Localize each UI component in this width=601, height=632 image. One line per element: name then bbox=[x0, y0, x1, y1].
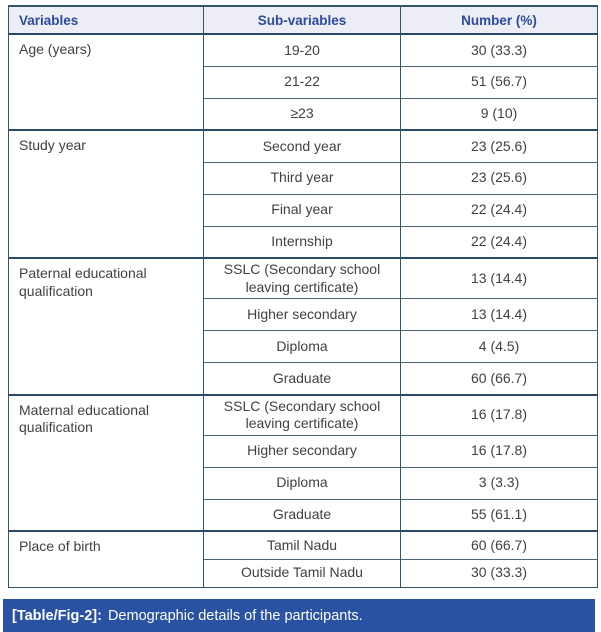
table-row: Paternal educational qualification SSLC (… bbox=[8, 257, 598, 395]
table-row: Third year 23 (25.6) bbox=[9, 161, 598, 194]
number-percent-cell: 60 (66.7) bbox=[400, 530, 598, 559]
sub-variable-cell: 19-20 bbox=[203, 33, 401, 66]
caption-label: [Table/Fig-2]: bbox=[12, 607, 102, 624]
number-percent-cell: 9 (10) bbox=[400, 97, 598, 130]
number-percent-cell: 30 (33.3) bbox=[400, 33, 598, 66]
number-percent-cell: 4 (4.5) bbox=[400, 330, 598, 363]
table-row: Internship 22 (24.4) bbox=[9, 225, 598, 258]
column-header-sub-variables: Sub-variables bbox=[203, 6, 401, 34]
sub-variable-cell: Graduate bbox=[203, 498, 401, 531]
variable-cell: Paternal educational qualification bbox=[8, 257, 204, 395]
caption-text: Demographic details of the participants. bbox=[107, 607, 363, 624]
number-percent-cell: 13 (14.4) bbox=[400, 257, 598, 299]
demographics-table: Variables Sub-variables Number (%) Age (… bbox=[8, 5, 598, 588]
table-row: Study year Second year 23 (25.6) bbox=[8, 129, 598, 258]
sub-variable-cell: Internship bbox=[203, 225, 401, 258]
number-percent-cell: 22 (24.4) bbox=[400, 225, 598, 258]
sub-variable-cell: Outside Tamil Nadu bbox=[203, 558, 401, 587]
table-row: Age (years) 19-20 30 (33.3) bbox=[8, 33, 598, 130]
table-row: Diploma 4 (4.5) bbox=[9, 330, 598, 363]
sub-variable-cell: 21-22 bbox=[203, 65, 401, 98]
table-row: Graduate 60 (66.7) bbox=[9, 362, 598, 395]
sub-variable-cell: SSLC (Secondary school leaving certifica… bbox=[203, 257, 401, 299]
number-percent-cell: 3 (3.3) bbox=[400, 466, 598, 499]
sub-variable-cell: Diploma bbox=[203, 466, 401, 499]
variable-cell: Age (years) bbox=[8, 33, 204, 130]
variable-cell: Maternal educational qualification bbox=[8, 393, 204, 531]
sub-variable-cell: Diploma bbox=[203, 330, 401, 363]
sub-variable-cell: Third year bbox=[203, 161, 401, 194]
number-percent-cell: 23 (25.6) bbox=[400, 129, 598, 162]
number-percent-cell: 30 (33.3) bbox=[400, 558, 598, 587]
number-percent-cell: 51 (56.7) bbox=[400, 65, 598, 98]
number-percent-cell: 22 (24.4) bbox=[400, 193, 598, 226]
sub-variable-cell: Higher secondary bbox=[203, 434, 401, 467]
number-percent-cell: 16 (17.8) bbox=[400, 434, 598, 467]
number-percent-cell: 13 (14.4) bbox=[400, 298, 598, 331]
sub-variable-cell: Graduate bbox=[203, 362, 401, 395]
table-row: Higher secondary 16 (17.8) bbox=[9, 434, 598, 467]
sub-variable-cell: Final year bbox=[203, 193, 401, 226]
column-header-number-percent: Number (%) bbox=[400, 6, 598, 34]
table-body: Age (years) 19-20 30 (33.3) 21-22 51 (56.7) ≥… bbox=[8, 33, 598, 587]
table-row: 21-22 51 (56.7) bbox=[9, 65, 598, 98]
table-row: Higher secondary 13 (14.4) bbox=[9, 298, 598, 331]
table-row: Graduate 55 (61.1) bbox=[9, 498, 598, 531]
table-row: Final year 22 (24.4) bbox=[9, 193, 598, 226]
table-row: Place of birth Tamil Nadu 60 (66.7) bbox=[8, 530, 598, 587]
sub-variable-cell: Tamil Nadu bbox=[203, 530, 401, 559]
number-percent-cell: 55 (61.1) bbox=[400, 498, 598, 531]
table-row: ≥23 9 (10) bbox=[9, 97, 598, 130]
sub-variable-cell: Higher secondary bbox=[203, 298, 401, 331]
variable-cell: Study year bbox=[8, 129, 204, 258]
sub-variable-cell: ≥23 bbox=[203, 97, 401, 130]
table-row: Maternal educational qualification SSLC (… bbox=[8, 393, 598, 531]
sub-variable-cell: SSLC (Secondary school leaving certifica… bbox=[203, 393, 401, 435]
variable-cell: Place of birth bbox=[8, 530, 204, 587]
table-row: Outside Tamil Nadu 30 (33.3) bbox=[9, 558, 598, 587]
number-percent-cell: 16 (17.8) bbox=[400, 393, 598, 435]
number-percent-cell: 23 (25.6) bbox=[400, 161, 598, 194]
sub-variable-cell: Second year bbox=[203, 129, 401, 162]
number-percent-cell: 60 (66.7) bbox=[400, 362, 598, 395]
table-header-row: Variables Sub-variables Number (%) bbox=[8, 6, 598, 34]
column-header-variables: Variables bbox=[8, 6, 204, 34]
table-row: Diploma 3 (3.3) bbox=[9, 466, 598, 499]
table-caption: [Table/Fig-2]: Demographic details of th… bbox=[3, 599, 595, 632]
